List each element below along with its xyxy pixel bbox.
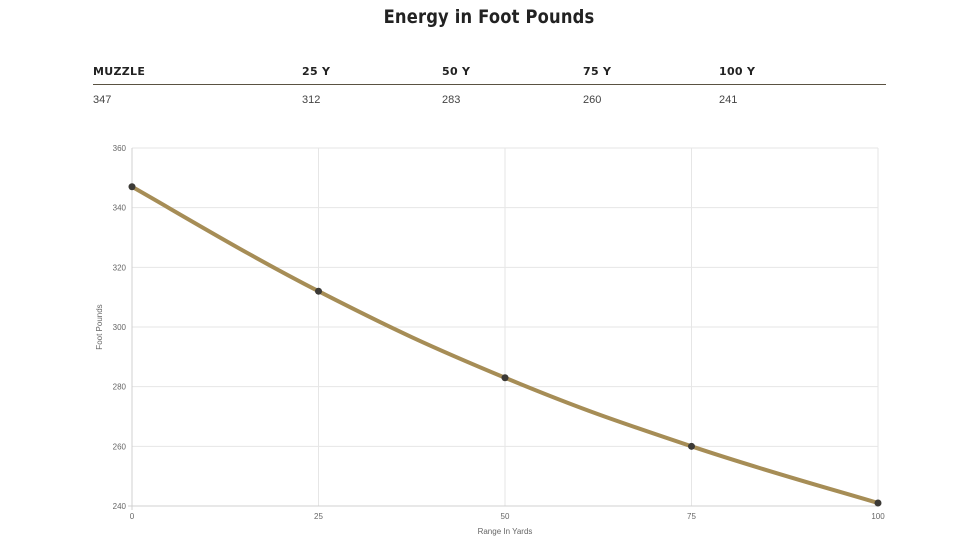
- value-25y: 312: [302, 94, 321, 106]
- table-value-row: 347 312 283 260 241: [93, 85, 886, 107]
- y-tick-label-4: 320: [113, 263, 127, 272]
- y-tick-label-1: 260: [113, 442, 127, 451]
- header-muzzle: MUZZLE: [93, 65, 146, 78]
- value-50y: 283: [442, 94, 461, 106]
- data-point-3[interactable]: [688, 442, 695, 450]
- header-100y: 100 Y: [719, 65, 756, 78]
- x-tick-label-0: 0: [130, 512, 135, 521]
- table-header-row: MUZZLE 25 Y 50 Y 75 Y 100 Y: [93, 62, 886, 85]
- header-25y: 25 Y: [302, 65, 331, 78]
- energy-table: MUZZLE 25 Y 50 Y 75 Y 100 Y 347 312 283 …: [93, 62, 886, 107]
- value-100y: 241: [719, 94, 738, 106]
- x-tick-label-4: 100: [871, 512, 885, 521]
- value-75y: 260: [583, 94, 602, 106]
- x-tick-label-2: 50: [501, 512, 510, 521]
- x-tick-label-1: 25: [314, 512, 323, 521]
- y-tick-label-6: 360: [113, 144, 127, 153]
- grid-lines: [131, 147, 879, 507]
- data-point-1[interactable]: [315, 287, 322, 295]
- data-point-4[interactable]: [874, 499, 882, 507]
- x-axis-label: Range In Yards: [478, 527, 533, 536]
- y-tick-label-0: 240: [113, 502, 127, 511]
- header-50y: 50 Y: [442, 65, 471, 78]
- y-tick-label-5: 340: [113, 204, 127, 213]
- chart-title: Energy in Foot Pounds: [383, 6, 595, 28]
- y-tick-label-2: 280: [113, 383, 127, 392]
- header-75y: 75 Y: [583, 65, 612, 78]
- data-point-0[interactable]: [128, 183, 136, 191]
- x-tick-label-3: 75: [687, 512, 696, 521]
- value-muzzle: 347: [93, 94, 112, 106]
- y-tick-label-3: 300: [113, 323, 127, 332]
- y-axis-label: Foot Pounds: [95, 304, 104, 349]
- axes: [128, 148, 878, 510]
- data-points: [128, 183, 882, 507]
- tick-labels: 240 260 280 300 320 340 360 0 25 50 75 100: [113, 144, 886, 521]
- data-point-2[interactable]: [501, 374, 509, 382]
